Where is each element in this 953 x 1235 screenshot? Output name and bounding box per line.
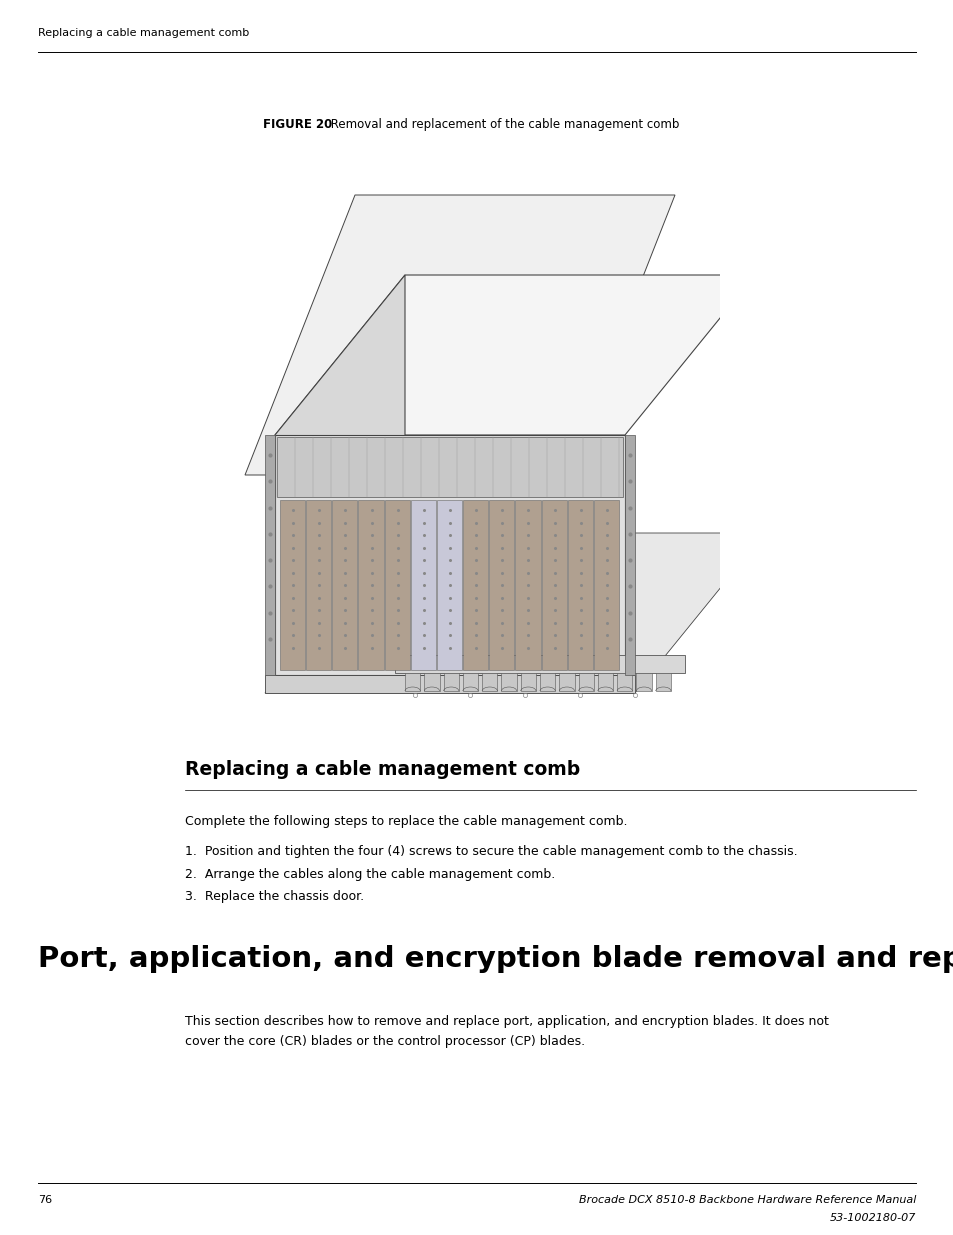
- Bar: [539, 673, 555, 692]
- Bar: [593, 500, 618, 671]
- Bar: [655, 673, 670, 692]
- Text: Removal and replacement of the cable management comb: Removal and replacement of the cable man…: [327, 119, 679, 131]
- Bar: [578, 673, 593, 692]
- Bar: [395, 655, 684, 673]
- Text: FIGURE 20: FIGURE 20: [263, 119, 332, 131]
- Bar: [520, 673, 536, 692]
- Bar: [558, 673, 574, 692]
- Bar: [443, 673, 458, 692]
- Text: cover the core (CR) blades or the control processor (CP) blades.: cover the core (CR) blades or the contro…: [185, 1035, 584, 1049]
- Text: 53-1002180-07: 53-1002180-07: [829, 1213, 915, 1223]
- Bar: [462, 673, 477, 692]
- Bar: [384, 500, 410, 671]
- Text: Replacing a cable management comb: Replacing a cable management comb: [38, 28, 249, 38]
- Bar: [424, 673, 439, 692]
- Bar: [598, 673, 613, 692]
- Bar: [276, 437, 622, 496]
- Polygon shape: [265, 534, 764, 693]
- Text: 76: 76: [38, 1195, 52, 1205]
- Text: Brocade DCX 8510-8 Backbone Hardware Reference Manual: Brocade DCX 8510-8 Backbone Hardware Ref…: [578, 1195, 915, 1205]
- Bar: [541, 500, 566, 671]
- Bar: [636, 673, 651, 692]
- Bar: [265, 676, 635, 693]
- Bar: [489, 500, 514, 671]
- Bar: [567, 500, 592, 671]
- Bar: [515, 500, 540, 671]
- Polygon shape: [274, 275, 405, 676]
- Bar: [280, 500, 305, 671]
- Bar: [332, 500, 357, 671]
- Bar: [481, 673, 497, 692]
- Text: 3.  Replace the chassis door.: 3. Replace the chassis door.: [185, 890, 364, 903]
- Bar: [306, 500, 331, 671]
- Bar: [405, 673, 420, 692]
- Text: Complete the following steps to replace the cable management comb.: Complete the following steps to replace …: [185, 815, 627, 827]
- Bar: [462, 500, 488, 671]
- Bar: [411, 500, 436, 671]
- Text: 1.  Position and tighten the four (4) screws to secure the cable management comb: 1. Position and tighten the four (4) scr…: [185, 845, 797, 858]
- Bar: [617, 673, 632, 692]
- Bar: [274, 435, 624, 676]
- Polygon shape: [274, 275, 754, 435]
- Text: Replacing a cable management comb: Replacing a cable management comb: [185, 760, 579, 779]
- Text: This section describes how to remove and replace port, application, and encrypti: This section describes how to remove and…: [185, 1015, 828, 1028]
- Bar: [436, 500, 461, 671]
- Text: 2.  Arrange the cables along the cable management comb.: 2. Arrange the cables along the cable ma…: [185, 868, 555, 881]
- Bar: [265, 435, 274, 676]
- Text: Port, application, and encryption blade removal and replacement: Port, application, and encryption blade …: [38, 945, 953, 973]
- Bar: [358, 500, 383, 671]
- Bar: [624, 435, 635, 676]
- Polygon shape: [245, 195, 675, 475]
- Bar: [501, 673, 517, 692]
